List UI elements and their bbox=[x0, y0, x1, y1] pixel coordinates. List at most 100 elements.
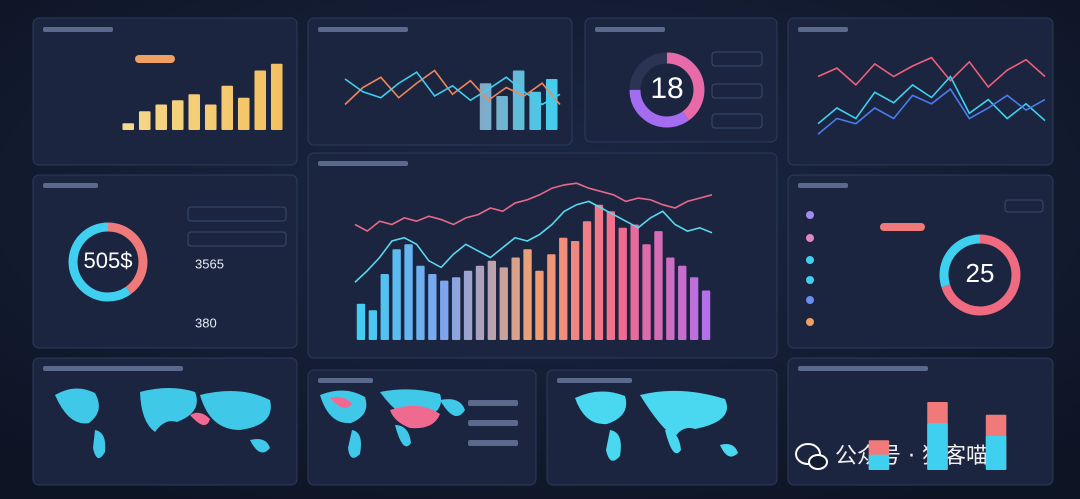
bar bbox=[499, 267, 508, 340]
donut-segment bbox=[68, 222, 148, 302]
bar bbox=[630, 224, 639, 340]
donut-segment bbox=[939, 234, 1021, 316]
line bbox=[817, 75, 1046, 125]
map-highlight bbox=[330, 396, 440, 429]
bar bbox=[570, 241, 580, 340]
bar bbox=[666, 257, 675, 340]
map bbox=[55, 388, 271, 459]
dot bbox=[806, 234, 814, 242]
panel bbox=[32, 174, 298, 349]
bar bbox=[451, 277, 461, 340]
bar bbox=[689, 277, 699, 340]
bar bbox=[270, 63, 283, 131]
line bbox=[344, 71, 561, 106]
bar bbox=[122, 123, 135, 130]
bar bbox=[138, 111, 151, 130]
placeholder bbox=[798, 27, 848, 32]
bar bbox=[416, 265, 425, 340]
icon bbox=[795, 443, 821, 465]
bar bbox=[642, 244, 651, 340]
field bbox=[1004, 199, 1044, 213]
bar bbox=[582, 221, 592, 340]
placeholder bbox=[468, 400, 518, 406]
panel bbox=[584, 17, 778, 143]
bar bbox=[547, 254, 556, 340]
donut-segment bbox=[629, 52, 705, 128]
placeholder bbox=[798, 183, 848, 188]
list-dots bbox=[806, 211, 814, 326]
dot bbox=[806, 318, 814, 326]
placeholder bbox=[595, 27, 665, 32]
bar bbox=[254, 70, 267, 130]
maps bbox=[55, 388, 738, 461]
line bbox=[817, 87, 1046, 135]
bar bbox=[512, 70, 525, 130]
bar bbox=[523, 249, 532, 340]
watermark-icon bbox=[795, 443, 828, 470]
placeholder bbox=[557, 378, 632, 383]
field bbox=[187, 231, 287, 247]
line bbox=[817, 56, 1046, 89]
bar bbox=[535, 270, 544, 340]
map-highlight bbox=[190, 412, 210, 426]
field bbox=[187, 206, 287, 222]
panel bbox=[787, 17, 1054, 166]
placeholder bbox=[43, 27, 113, 32]
field bbox=[711, 51, 763, 67]
bar bbox=[868, 454, 890, 470]
dot bbox=[806, 256, 814, 264]
bar bbox=[496, 96, 508, 130]
line bbox=[354, 182, 713, 233]
bar bbox=[392, 249, 401, 340]
bar bbox=[678, 265, 687, 340]
icon bbox=[808, 454, 828, 470]
placeholder bbox=[318, 161, 408, 166]
placeholder bbox=[468, 440, 518, 446]
bar bbox=[487, 260, 497, 340]
bar bbox=[594, 204, 604, 340]
bar bbox=[545, 79, 558, 130]
line bbox=[354, 200, 713, 283]
map bbox=[575, 390, 738, 461]
bar bbox=[463, 270, 473, 340]
bar bbox=[511, 257, 520, 340]
bar bbox=[204, 104, 217, 130]
title-placeholders bbox=[43, 27, 1044, 383]
bar bbox=[221, 85, 234, 130]
bar bbox=[404, 244, 413, 340]
dot bbox=[806, 211, 814, 219]
bar bbox=[985, 436, 1007, 470]
bar bbox=[171, 100, 184, 130]
donut-label: 18 bbox=[650, 72, 683, 105]
placeholder bbox=[318, 378, 373, 383]
bar bbox=[188, 94, 201, 130]
placeholder bbox=[43, 366, 183, 371]
bar bbox=[356, 303, 366, 340]
bar bbox=[701, 290, 711, 340]
panel bbox=[546, 369, 778, 486]
tag bbox=[135, 55, 175, 63]
bar bbox=[559, 237, 568, 340]
line bbox=[344, 69, 561, 106]
bar bbox=[237, 97, 250, 130]
bar bbox=[654, 231, 663, 340]
panel bbox=[787, 174, 1054, 349]
field bbox=[711, 113, 763, 129]
donut-label: 505$ bbox=[84, 248, 133, 273]
field bbox=[711, 83, 763, 99]
tag bbox=[880, 223, 925, 231]
placeholder bbox=[43, 183, 98, 188]
bar bbox=[155, 104, 168, 130]
placeholder bbox=[318, 27, 408, 32]
placeholder bbox=[798, 366, 928, 371]
bar bbox=[618, 227, 627, 340]
dot bbox=[806, 296, 814, 304]
bar bbox=[428, 274, 437, 340]
bar bbox=[368, 310, 378, 340]
bar bbox=[606, 211, 616, 340]
kpi-value: 380 bbox=[195, 315, 217, 330]
dot bbox=[806, 276, 814, 284]
bar bbox=[475, 265, 485, 340]
kpi-value: 3565 bbox=[195, 256, 224, 271]
